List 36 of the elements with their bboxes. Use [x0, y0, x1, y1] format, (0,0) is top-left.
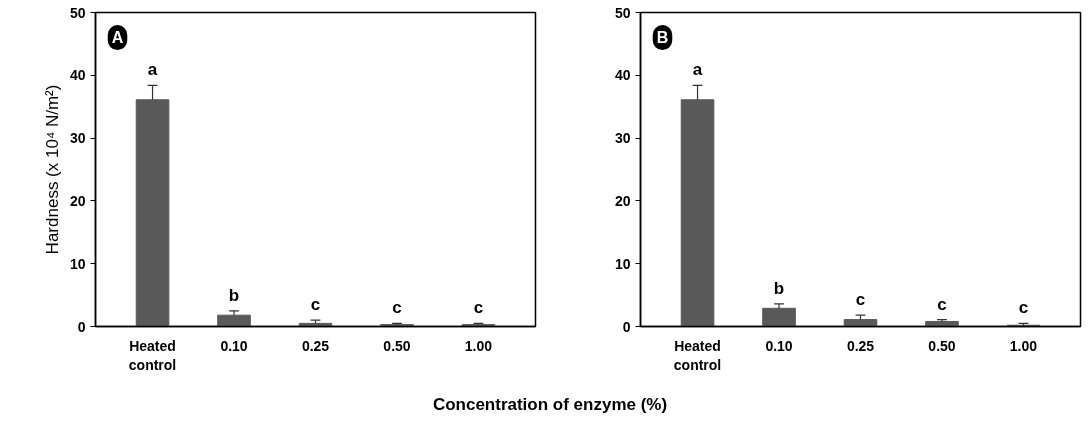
- y-tick-label: 10: [69, 255, 86, 272]
- x-tick-label: 0.25: [846, 337, 875, 354]
- y-tick-label: 20: [69, 192, 86, 209]
- y-tick-label: 20: [614, 192, 631, 209]
- y-tick-label: 0: [77, 318, 86, 335]
- data-label: c: [1018, 298, 1029, 318]
- y-tick-label: 50: [69, 4, 86, 21]
- y-tick-label: 10: [614, 255, 631, 272]
- x-axis-title: Concentration of enzyme (%): [432, 394, 668, 416]
- x-tick-label: 0.50: [928, 337, 956, 354]
- annotation: B: [656, 29, 669, 47]
- y-axis-title: Hardness (x 10⁴ N/m²): [42, 84, 62, 255]
- data-label: c: [473, 298, 484, 318]
- data-label: c: [392, 298, 402, 318]
- y-tick-label: 0: [622, 318, 631, 335]
- data-label: b: [773, 278, 785, 298]
- x-tick-label: 0.50: [383, 337, 411, 354]
- x-tick-label: 0.25: [301, 337, 330, 354]
- y-tick-label: 40: [614, 67, 631, 84]
- data-label: c: [937, 294, 947, 314]
- data-label: a: [692, 60, 703, 80]
- x-tick-label: 1.00: [464, 337, 493, 354]
- data-label: c: [310, 295, 321, 315]
- data-label: b: [228, 285, 240, 305]
- x-tick-label: 0.10: [765, 337, 793, 354]
- y-tick-label: 30: [69, 130, 86, 147]
- y-tick-label: 30: [614, 130, 631, 147]
- data-label: c: [855, 290, 866, 310]
- x-tick-label: Heated control: [128, 337, 177, 373]
- y-tick-label: 40: [69, 67, 86, 84]
- annotation: A: [111, 29, 124, 47]
- x-tick-label: 1.00: [1009, 337, 1038, 354]
- x-tick-label: Heated control: [673, 337, 722, 373]
- data-label: a: [147, 60, 158, 80]
- y-tick-label: 50: [614, 4, 631, 21]
- x-tick-label: 0.10: [220, 337, 248, 354]
